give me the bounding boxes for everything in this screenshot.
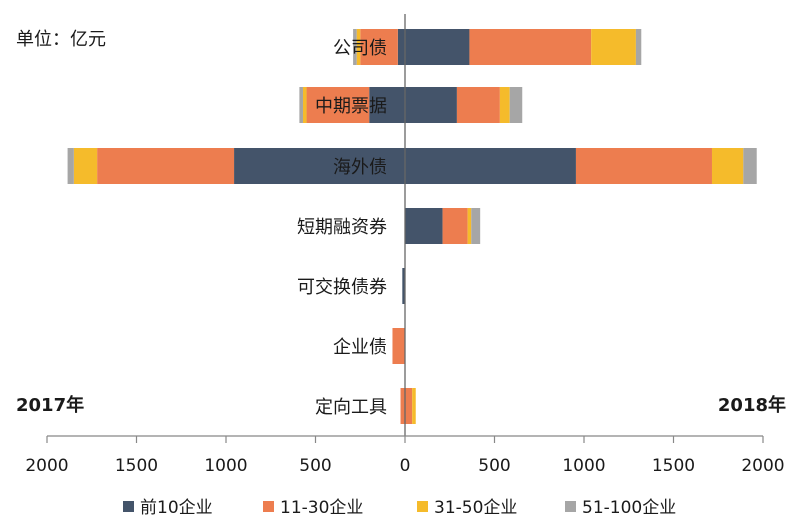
legend: 前10企业 11-30企业 31-50企业 51-100企业 xyxy=(123,498,676,518)
category-label: 短期融资券 xyxy=(297,217,387,238)
right-year-label: 2018年 xyxy=(718,394,786,416)
bar-2018-6-series-1 xyxy=(405,388,413,424)
left-year-label: 2017年 xyxy=(16,394,84,416)
category-label: 企业债 xyxy=(333,337,387,358)
bar-2017-2-series-1 xyxy=(97,148,235,184)
bar-2018-1-series-1 xyxy=(456,87,500,123)
category-label: 中期票据 xyxy=(315,96,387,117)
bar-2018-1-series-0 xyxy=(405,87,457,123)
legend-swatch xyxy=(417,501,428,512)
x-tick-label: 2000 xyxy=(25,456,68,476)
x-tick-label: 1500 xyxy=(115,456,158,476)
bar-2018-1-series-3 xyxy=(509,87,523,123)
bar-2018-3-series-3 xyxy=(471,208,481,244)
category-label: 定向工具 xyxy=(315,397,387,418)
unit-label: 单位：亿元 xyxy=(16,29,106,50)
x-tick-label: 500 xyxy=(478,456,510,476)
bar-2018-3-series-0 xyxy=(405,208,443,244)
bars-layer xyxy=(67,29,757,424)
category-label: 可交换债券 xyxy=(297,277,387,298)
bar-2017-0-series-3 xyxy=(353,29,357,65)
legend-label: 51-100企业 xyxy=(582,498,676,518)
x-tick-label: 0 xyxy=(400,456,411,476)
bar-2017-1-series-1 xyxy=(306,87,370,123)
bar-2017-6-series-1 xyxy=(400,388,405,424)
legend-swatch xyxy=(123,501,134,512)
x-tick-label: 2000 xyxy=(741,456,784,476)
bar-2017-1-series-3 xyxy=(299,87,303,123)
bar-2017-2-series-0 xyxy=(234,148,405,184)
bar-2018-3-series-1 xyxy=(442,208,468,244)
bar-2017-0-series-0 xyxy=(397,29,405,65)
bar-2017-2-series-2 xyxy=(73,148,98,184)
bar-2018-2-series-0 xyxy=(405,148,576,184)
bar-2017-1-series-0 xyxy=(369,87,405,123)
category-label: 海外债 xyxy=(333,157,387,178)
bar-2017-1-series-2 xyxy=(302,87,307,123)
x-tick-labels: 2000 1500 1000 500 0 500 1000 1500 2000 xyxy=(25,456,784,476)
legend-swatch xyxy=(263,501,274,512)
bar-2017-2-series-3 xyxy=(67,148,74,184)
bar-2018-0-series-3 xyxy=(635,29,642,65)
bar-2018-0-series-1 xyxy=(469,29,592,65)
bar-2017-0-series-1 xyxy=(360,29,398,65)
bar-2017-5-series-1 xyxy=(392,328,405,364)
legend-label: 前10企业 xyxy=(140,498,213,518)
bar-2017-0-series-2 xyxy=(356,29,361,65)
x-tick-label: 1000 xyxy=(204,456,247,476)
x-tick-label: 500 xyxy=(299,456,331,476)
x-tick-label: 1000 xyxy=(562,456,605,476)
legend-label: 11-30企业 xyxy=(280,498,363,518)
bar-2018-3-series-2 xyxy=(467,208,472,244)
bar-2018-2-series-1 xyxy=(575,148,712,184)
x-ticks xyxy=(46,436,764,443)
bar-2018-2-series-2 xyxy=(711,148,744,184)
bar-2018-1-series-2 xyxy=(499,87,510,123)
bar-2018-6-series-2 xyxy=(412,388,416,424)
legend-label: 31-50企业 xyxy=(434,498,517,518)
bar-2018-2-series-3 xyxy=(743,148,757,184)
category-label: 公司债 xyxy=(333,38,387,59)
x-tick-label: 1500 xyxy=(652,456,695,476)
bar-2018-0-series-2 xyxy=(591,29,636,65)
bar-2017-4-series-0 xyxy=(402,268,405,304)
legend-swatch xyxy=(565,501,576,512)
bar-2018-0-series-0 xyxy=(405,29,470,65)
